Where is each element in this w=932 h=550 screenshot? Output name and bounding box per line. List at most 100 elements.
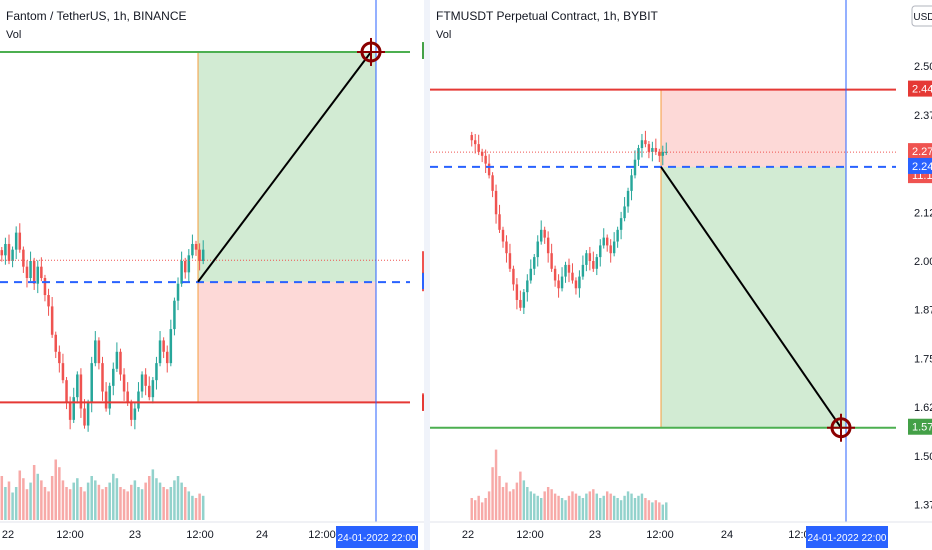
candle-body[interactable]	[29, 261, 32, 279]
candle-body[interactable]	[158, 340, 162, 364]
candle-body[interactable]	[65, 380, 68, 403]
candle-body[interactable]	[522, 292, 526, 308]
candle-body[interactable]	[494, 190, 498, 215]
candle-body[interactable]	[564, 264, 567, 277]
candle-body[interactable]	[176, 283, 180, 301]
candle-body[interactable]	[585, 253, 588, 265]
candle-body[interactable]	[480, 151, 484, 156]
candle-body[interactable]	[36, 266, 40, 284]
candle-body[interactable]	[115, 351, 119, 369]
target-crosshair-icon[interactable]	[827, 413, 855, 442]
candle-body[interactable]	[191, 243, 194, 256]
candle-body[interactable]	[11, 249, 14, 261]
currency-button[interactable]: USDT	[911, 5, 932, 27]
candle-body[interactable]	[536, 241, 539, 258]
candle-body[interactable]	[487, 163, 491, 176]
candle-body[interactable]	[512, 268, 515, 285]
candle-body[interactable]	[574, 280, 578, 289]
candle-body[interactable]	[473, 140, 477, 145]
candle-body[interactable]	[533, 257, 536, 269]
candle-body[interactable]	[43, 278, 47, 296]
candle-body[interactable]	[637, 148, 640, 160]
candle-body[interactable]	[557, 280, 560, 289]
candle-body[interactable]	[40, 266, 43, 279]
candle-body[interactable]	[647, 144, 651, 152]
candle-body[interactable]	[126, 391, 129, 403]
candle-body[interactable]	[567, 264, 571, 273]
candle-body[interactable]	[76, 374, 79, 398]
candle-body[interactable]	[97, 340, 101, 364]
chart-panel-2[interactable]: 2.62502.50002.37502.12502.00001.87501.75…	[430, 0, 932, 550]
candle-body[interactable]	[508, 253, 512, 269]
candle-body[interactable]	[14, 232, 18, 250]
candle-body[interactable]	[133, 408, 137, 420]
candle-body[interactable]	[58, 351, 61, 364]
candle-body[interactable]	[546, 237, 550, 254]
candle-body[interactable]	[560, 276, 564, 289]
chart-title[interactable]: FTMUSDT Perpetual Contract, 1h, BYBIT	[436, 9, 659, 23]
candle-body[interactable]	[588, 253, 592, 261]
candle-body[interactable]	[79, 374, 83, 409]
candle-body[interactable]	[72, 397, 75, 420]
candle-body[interactable]	[104, 391, 108, 409]
candle-body[interactable]	[18, 232, 22, 250]
candle-body[interactable]	[94, 340, 97, 364]
candle-body[interactable]	[7, 243, 11, 261]
candle-body[interactable]	[599, 245, 602, 258]
candle-body[interactable]	[616, 229, 619, 242]
price-axis[interactable]	[410, 0, 424, 550]
candle-body[interactable]	[623, 206, 626, 219]
candle-body[interactable]	[592, 261, 595, 269]
candle-body[interactable]	[122, 374, 126, 392]
candle-body[interactable]	[47, 295, 50, 307]
candle-body[interactable]	[32, 261, 36, 284]
candle-body[interactable]	[169, 329, 173, 364]
candle-body[interactable]	[630, 175, 633, 191]
candle-body[interactable]	[137, 391, 140, 409]
candle-body[interactable]	[180, 261, 183, 284]
candle-body[interactable]	[162, 340, 165, 352]
trend-arrow[interactable]	[660, 166, 842, 429]
candle-body[interactable]	[640, 140, 644, 149]
candle-body[interactable]	[571, 272, 574, 281]
trend-arrow[interactable]	[197, 51, 372, 283]
chart-panel-1[interactable]: 2.70002.60002.50002.40002.30002.10001.90…	[0, 0, 424, 550]
chart-title[interactable]: Fantom / TetherUS, 1h, BINANCE	[6, 9, 187, 23]
candle-body[interactable]	[477, 144, 480, 152]
candle-body[interactable]	[619, 218, 623, 230]
candle-body[interactable]	[183, 261, 187, 273]
candle-body[interactable]	[578, 276, 581, 289]
loss-zone[interactable]	[198, 281, 376, 403]
volume-label[interactable]: Vol	[6, 29, 21, 41]
candle-body[interactable]	[101, 363, 104, 392]
candle-body[interactable]	[633, 159, 637, 176]
candle-body[interactable]	[526, 280, 529, 293]
candle-body[interactable]	[86, 402, 90, 426]
candle-body[interactable]	[50, 306, 54, 335]
candle-body[interactable]	[553, 268, 557, 281]
candle-body[interactable]	[108, 385, 111, 409]
candle-body[interactable]	[155, 363, 158, 381]
candle-body[interactable]	[602, 237, 605, 246]
candle-body[interactable]	[644, 140, 647, 145]
candle-body[interactable]	[661, 151, 665, 156]
candle-body[interactable]	[665, 151, 668, 153]
loss-zone[interactable]	[661, 89, 846, 167]
candle-body[interactable]	[519, 299, 522, 308]
candle-body[interactable]	[90, 363, 93, 403]
candle-body[interactable]	[498, 214, 501, 230]
candle-body[interactable]	[112, 368, 115, 386]
candle-body[interactable]	[609, 245, 612, 254]
candle-body[interactable]	[144, 374, 147, 386]
candle-body[interactable]	[61, 363, 65, 381]
candle-body[interactable]	[4, 243, 7, 256]
candle-body[interactable]	[151, 380, 155, 398]
candle-body[interactable]	[658, 151, 661, 156]
candle-body[interactable]	[198, 249, 201, 261]
candle-body[interactable]	[651, 148, 654, 152]
candle-body[interactable]	[0, 250, 4, 256]
candle-body[interactable]	[581, 264, 585, 277]
candle-body[interactable]	[187, 255, 191, 273]
candle-body[interactable]	[470, 135, 473, 141]
candle-body[interactable]	[595, 257, 599, 269]
